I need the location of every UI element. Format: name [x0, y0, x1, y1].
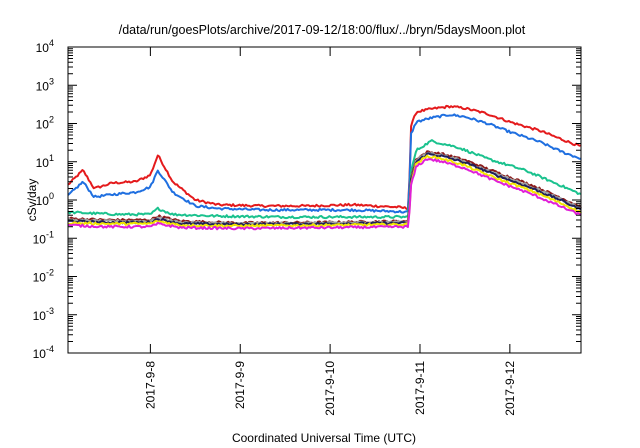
y-tick-label: 10-1	[33, 229, 54, 246]
series-line-4	[67, 150, 582, 225]
series-line-3	[67, 139, 582, 220]
y-tick-label: 104	[36, 38, 54, 55]
x-tick-label: 2017-9-10	[323, 361, 337, 416]
y-tick-label: 10-2	[33, 268, 54, 285]
x-tick-label: 2017-9-11	[413, 361, 427, 415]
x-tick-label: 2017-9-8	[143, 361, 157, 409]
chart-title: /data/run/goesPlots/archive/2017-09-12/1…	[119, 23, 526, 37]
series-line-2	[67, 113, 582, 214]
x-tick-label: 2017-9-9	[233, 361, 247, 409]
series-line-8	[67, 158, 582, 231]
ticks-layer: 10-4 10-3 10-2 10-1 100 101 102 103 104 2017-9-8 2…	[33, 38, 581, 416]
series-line-7	[67, 154, 582, 228]
y-tick-label: 10-4	[33, 344, 54, 361]
y-tick-label: 10-3	[33, 306, 54, 323]
y-tick-label: 100	[36, 191, 54, 208]
x-axis-label: Coordinated Universal Time (UTC)	[232, 431, 416, 445]
y-tick-label: 101	[36, 153, 54, 170]
plot-frame	[67, 46, 582, 354]
y-tick-label: 102	[36, 115, 54, 132]
series-layer	[67, 104, 582, 231]
series-line-1	[67, 104, 582, 211]
x-tick-label: 2017-9-12	[503, 361, 517, 416]
y-axis-label: cSv/day	[25, 179, 39, 222]
y-tick-label: 103	[36, 76, 54, 93]
